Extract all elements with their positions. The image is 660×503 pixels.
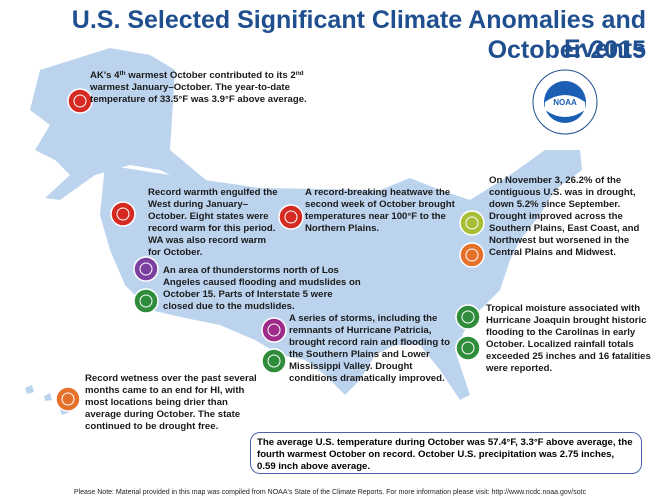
logo-text: NOAA bbox=[553, 98, 577, 107]
text-part: Record wetness over the past several mon… bbox=[85, 373, 257, 432]
event-text: AK's 4th warmest October contributed to … bbox=[90, 70, 322, 106]
text-part: On November 3, 26.2% of the contiguous U… bbox=[489, 175, 640, 258]
event-icon bbox=[133, 288, 159, 314]
icons bbox=[55, 88, 485, 412]
icon-glyph bbox=[267, 354, 281, 368]
hawaii bbox=[25, 385, 70, 415]
icon-glyph bbox=[465, 248, 479, 262]
superscript: th bbox=[119, 70, 126, 77]
event-text: A series of storms, including the remnan… bbox=[289, 313, 454, 385]
event-icon bbox=[459, 210, 485, 236]
icon-glyph bbox=[73, 94, 87, 108]
text-part: Record warmth engulfed the West during J… bbox=[148, 187, 278, 258]
text-part: An area of thunderstorms north of Los An… bbox=[163, 265, 361, 312]
footer: Please Note: Material provided in this m… bbox=[73, 489, 587, 496]
text-part: A record-breaking heatwave the second we… bbox=[305, 187, 455, 234]
text-part: Tropical moisture associated with Hurric… bbox=[486, 303, 651, 374]
event-text: Tropical moisture associated with Hurric… bbox=[486, 303, 651, 375]
event-icon bbox=[459, 242, 485, 268]
subtitle: October 2015 bbox=[487, 36, 646, 64]
event-text: Record wetness over the past several mon… bbox=[85, 373, 257, 433]
event-icon bbox=[110, 201, 136, 227]
text-part: warmest October contributed to its 2 bbox=[125, 70, 296, 81]
icon-glyph bbox=[139, 294, 153, 308]
event-icon bbox=[455, 335, 481, 361]
text-part: AK's 4 bbox=[90, 70, 120, 81]
icon-glyph bbox=[267, 323, 281, 337]
icon-glyph bbox=[284, 210, 298, 224]
event-icon bbox=[278, 204, 304, 230]
event-icon bbox=[455, 304, 481, 330]
noaa-logo: NOAA bbox=[532, 69, 598, 135]
superscript: nd bbox=[295, 70, 304, 77]
summary: The average U.S. temperature during Octo… bbox=[250, 432, 642, 474]
icon-glyph bbox=[461, 341, 475, 355]
icon-glyph bbox=[465, 216, 479, 230]
icon-glyph bbox=[116, 207, 130, 221]
icon-glyph bbox=[461, 310, 475, 324]
text-part: warmest January–October. The year-to-dat… bbox=[90, 82, 307, 105]
event-icon bbox=[133, 256, 159, 282]
icon-glyph bbox=[61, 392, 75, 406]
event-text: A record-breaking heatwave the second we… bbox=[305, 187, 480, 235]
event-icon bbox=[261, 348, 287, 374]
event-icon bbox=[55, 386, 81, 412]
event-text: An area of thunderstorms north of Los An… bbox=[163, 265, 363, 313]
event-text: On November 3, 26.2% of the contiguous U… bbox=[489, 175, 655, 259]
title: U.S. Selected Significant Climate Anomal… bbox=[71, 6, 646, 63]
icon-glyph bbox=[139, 262, 153, 276]
text-part: A series of storms, including the remnan… bbox=[289, 313, 450, 384]
event-icon bbox=[67, 88, 93, 114]
event-icon bbox=[261, 317, 287, 343]
conus bbox=[100, 150, 582, 400]
event-text: Record warmth engulfed the West during J… bbox=[148, 187, 278, 259]
